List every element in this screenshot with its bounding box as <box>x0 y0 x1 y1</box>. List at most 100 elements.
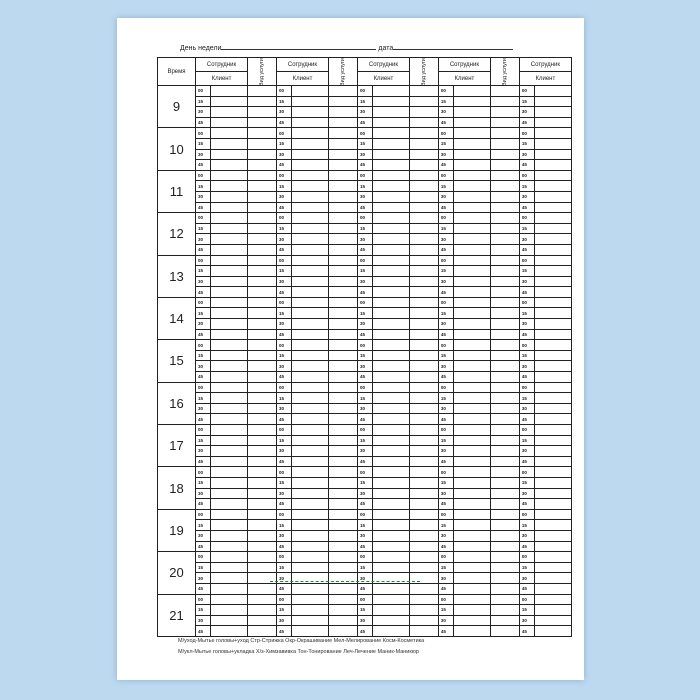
client-cell[interactable] <box>452 318 491 330</box>
client-cell[interactable] <box>290 487 329 500</box>
client-cell[interactable] <box>533 487 572 500</box>
service-cell[interactable] <box>247 519 277 531</box>
client-cell[interactable] <box>210 148 248 161</box>
client-cell[interactable] <box>452 392 491 404</box>
service-cell[interactable] <box>408 593 439 606</box>
client-cell[interactable] <box>210 625 248 637</box>
client-cell[interactable] <box>210 413 248 425</box>
client-cell[interactable] <box>452 116 491 129</box>
service-cell[interactable] <box>247 106 277 118</box>
client-cell[interactable] <box>290 434 329 447</box>
service-cell[interactable] <box>489 434 520 447</box>
service-cell[interactable] <box>408 349 439 362</box>
service-cell[interactable] <box>327 328 358 341</box>
client-cell[interactable] <box>210 381 248 394</box>
client-cell[interactable] <box>290 307 329 320</box>
client-cell[interactable] <box>452 498 491 510</box>
service-cell[interactable] <box>247 487 277 500</box>
service-cell[interactable] <box>247 339 277 351</box>
service-cell[interactable] <box>327 137 358 150</box>
client-cell[interactable] <box>210 296 248 309</box>
client-cell[interactable] <box>371 106 410 118</box>
client-cell[interactable] <box>533 116 572 129</box>
client-cell[interactable] <box>290 116 329 129</box>
service-cell[interactable] <box>327 466 358 478</box>
service-cell[interactable] <box>247 381 277 394</box>
client-cell[interactable] <box>452 466 491 478</box>
client-cell[interactable] <box>533 265 572 277</box>
service-cell[interactable] <box>327 233 358 245</box>
service-cell[interactable] <box>247 498 277 510</box>
client-cell[interactable] <box>210 212 248 224</box>
service-cell[interactable] <box>489 180 520 192</box>
client-cell[interactable] <box>371 275 410 288</box>
client-cell[interactable] <box>371 519 410 531</box>
service-cell[interactable] <box>489 529 520 542</box>
client-cell[interactable] <box>210 349 248 362</box>
client-cell[interactable] <box>371 476 410 489</box>
service-cell[interactable] <box>489 148 520 161</box>
service-cell[interactable] <box>327 424 358 436</box>
service-cell[interactable] <box>489 424 520 436</box>
client-cell[interactable] <box>290 254 329 267</box>
client-cell[interactable] <box>452 561 491 574</box>
service-cell[interactable] <box>408 180 439 192</box>
service-cell[interactable] <box>408 127 439 139</box>
service-cell[interactable] <box>489 381 520 394</box>
service-cell[interactable] <box>327 243 358 256</box>
client-cell[interactable] <box>533 85 572 97</box>
service-cell[interactable] <box>247 127 277 139</box>
client-cell[interactable] <box>371 413 410 425</box>
service-cell[interactable] <box>327 212 358 224</box>
service-cell[interactable] <box>408 519 439 531</box>
service-cell[interactable] <box>408 614 439 627</box>
client-cell[interactable] <box>371 582 410 595</box>
client-cell[interactable] <box>210 106 248 118</box>
service-cell[interactable] <box>408 307 439 320</box>
service-cell[interactable] <box>327 180 358 192</box>
service-cell[interactable] <box>408 582 439 595</box>
service-cell[interactable] <box>489 85 520 97</box>
client-cell[interactable] <box>371 392 410 404</box>
service-cell[interactable] <box>327 371 358 383</box>
client-cell[interactable] <box>210 529 248 542</box>
service-cell[interactable] <box>247 371 277 383</box>
service-cell[interactable] <box>489 540 520 553</box>
client-cell[interactable] <box>452 572 491 584</box>
client-cell[interactable] <box>452 190 491 203</box>
client-cell[interactable] <box>533 561 572 574</box>
client-cell[interactable] <box>533 413 572 425</box>
service-cell[interactable] <box>247 392 277 404</box>
client-cell[interactable] <box>290 360 329 373</box>
client-cell[interactable] <box>290 371 329 383</box>
client-cell[interactable] <box>371 169 410 182</box>
service-cell[interactable] <box>327 254 358 267</box>
service-cell[interactable] <box>327 201 358 214</box>
client-cell[interactable] <box>371 402 410 415</box>
client-cell[interactable] <box>452 339 491 351</box>
client-cell[interactable] <box>371 233 410 245</box>
service-cell[interactable] <box>327 159 358 171</box>
service-cell[interactable] <box>408 243 439 256</box>
client-cell[interactable] <box>210 243 248 256</box>
client-cell[interactable] <box>210 339 248 351</box>
service-cell[interactable] <box>247 286 277 298</box>
service-cell[interactable] <box>408 339 439 351</box>
client-cell[interactable] <box>371 445 410 457</box>
client-cell[interactable] <box>210 551 248 563</box>
service-cell[interactable] <box>247 540 277 553</box>
client-cell[interactable] <box>371 116 410 129</box>
client-cell[interactable] <box>290 106 329 118</box>
service-cell[interactable] <box>408 222 439 235</box>
client-cell[interactable] <box>371 434 410 447</box>
service-cell[interactable] <box>408 529 439 542</box>
client-cell[interactable] <box>290 466 329 478</box>
service-cell[interactable] <box>408 381 439 394</box>
client-cell[interactable] <box>452 95 491 108</box>
service-cell[interactable] <box>247 116 277 129</box>
client-cell[interactable] <box>533 169 572 182</box>
service-cell[interactable] <box>327 561 358 574</box>
service-cell[interactable] <box>408 625 439 637</box>
client-cell[interactable] <box>533 371 572 383</box>
service-cell[interactable] <box>247 561 277 574</box>
